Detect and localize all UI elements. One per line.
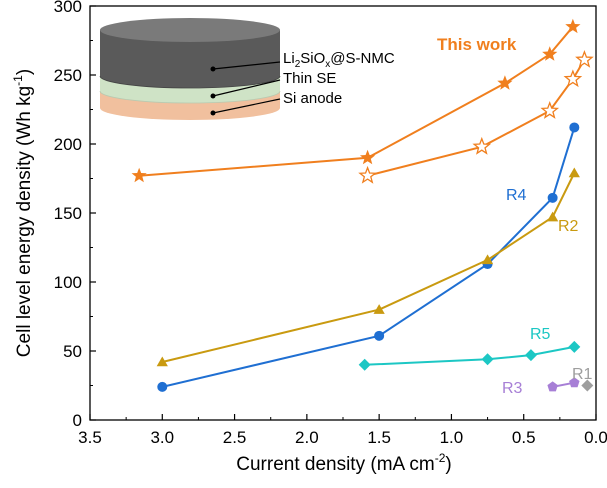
data-point	[568, 340, 581, 353]
data-point	[547, 192, 558, 203]
series-layer	[131, 18, 594, 392]
pointer-line	[212, 79, 281, 97]
data-point	[547, 381, 558, 392]
data-point	[472, 136, 492, 155]
x-tick-label: 2.5	[223, 428, 247, 447]
y-tick-label: 150	[54, 204, 82, 223]
data-point	[157, 381, 168, 392]
data-point	[542, 46, 558, 61]
series-this-work-filled	[131, 18, 581, 183]
cathode-layer	[100, 30, 280, 88]
data-point	[524, 349, 537, 362]
y-tick-label: 300	[54, 0, 82, 16]
y-tick-label: 50	[63, 342, 82, 361]
series-label-r2: R2	[558, 218, 579, 235]
series-label-r4: R4	[506, 187, 527, 204]
x-axis-title: Current density (mA cm-2)	[236, 451, 452, 475]
layer-boundary	[99, 75, 281, 89]
data-point	[131, 167, 147, 183]
x-tick-label: 1.0	[440, 428, 464, 447]
data-point	[156, 356, 168, 367]
inset-label-anode: Si anode	[283, 90, 342, 107]
series-r1	[581, 379, 594, 392]
data-point	[569, 377, 580, 388]
pointer-line	[212, 61, 281, 70]
inset-label-se: Thin SE	[283, 70, 336, 87]
series-label-r5: R5	[530, 326, 551, 343]
x-axis: 3.5 3.0 2.5 2.0 1.5 1.0 0.5 0.0	[78, 414, 607, 447]
series-label-r1: R1	[572, 366, 593, 383]
x-tick-label: 3.5	[78, 428, 102, 447]
data-point	[374, 330, 385, 341]
data-point	[481, 353, 494, 366]
x-tick-label: 0.5	[512, 428, 536, 447]
y-axis-title: Cell level energy density (Wh kg-1)	[11, 69, 35, 357]
this-work-label: This work	[437, 35, 517, 54]
data-point	[359, 149, 376, 165]
cathode-top-face	[100, 18, 280, 42]
data-point	[581, 379, 594, 392]
layer-boundary	[99, 90, 281, 104]
data-point	[547, 211, 559, 222]
data-point	[540, 101, 560, 119]
x-tick-label: 1.5	[367, 428, 391, 447]
data-point	[497, 75, 513, 90]
y-tick-label: 100	[54, 273, 82, 292]
data-point	[568, 167, 580, 178]
series-line	[367, 59, 586, 177]
y-tick-label: 200	[54, 135, 82, 154]
series-line	[364, 345, 575, 366]
y-tick-label: 0	[73, 411, 82, 430]
series-r4	[157, 122, 580, 392]
data-point	[358, 358, 371, 371]
data-point	[358, 165, 377, 184]
x-tick-label: 0.0	[584, 428, 607, 447]
series-r2	[156, 167, 580, 367]
x-tick-label: 2.0	[295, 428, 319, 447]
data-point	[565, 18, 581, 34]
pointer-line	[212, 98, 281, 114]
inset-cell-illustration: Li2SiOx@S-NMC Thin SE Si anode	[99, 18, 395, 120]
data-point	[373, 304, 385, 314]
y-tick-label: 250	[54, 66, 82, 85]
y-axis: 0 50 100 150 200 250 300	[54, 0, 96, 430]
data-point	[481, 254, 494, 265]
data-point	[563, 69, 583, 88]
data-point	[569, 122, 580, 133]
inset-label-cathode: Li2SiOx@S-NMC	[283, 50, 395, 70]
series-this-work-open	[358, 49, 594, 184]
series-label-r3: R3	[502, 380, 523, 397]
series-r5	[358, 340, 581, 371]
data-point	[575, 49, 594, 68]
x-tick-label: 3.0	[150, 428, 174, 447]
series-r3	[547, 377, 580, 392]
